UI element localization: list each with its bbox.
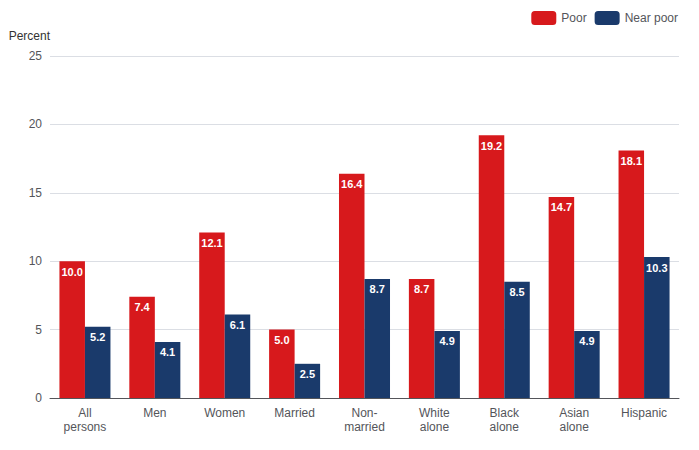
svg-text:alone: alone <box>559 420 589 434</box>
svg-text:14.7: 14.7 <box>551 201 572 213</box>
svg-text:Non-: Non- <box>351 406 377 420</box>
svg-text:Asian: Asian <box>559 406 589 420</box>
svg-text:8.5: 8.5 <box>509 286 524 298</box>
svg-text:5.2: 5.2 <box>90 331 105 343</box>
svg-text:White: White <box>419 406 450 420</box>
svg-text:6.1: 6.1 <box>230 319 245 331</box>
svg-text:alone: alone <box>420 420 450 434</box>
svg-text:Married: Married <box>274 406 315 420</box>
svg-text:8.7: 8.7 <box>414 283 429 295</box>
svg-text:Hispanic: Hispanic <box>621 406 667 420</box>
svg-text:8.7: 8.7 <box>370 283 385 295</box>
svg-text:4.1: 4.1 <box>160 346 175 358</box>
svg-text:Women: Women <box>204 406 245 420</box>
svg-text:25: 25 <box>29 49 43 63</box>
svg-text:16.4: 16.4 <box>341 178 363 190</box>
svg-text:Percent: Percent <box>9 29 51 43</box>
svg-text:Men: Men <box>143 406 166 420</box>
svg-text:5: 5 <box>35 323 42 337</box>
svg-text:10.3: 10.3 <box>646 262 667 274</box>
svg-text:2.5: 2.5 <box>300 368 315 380</box>
svg-text:persons: persons <box>64 420 107 434</box>
svg-text:0: 0 <box>35 391 42 405</box>
svg-text:10.0: 10.0 <box>61 266 82 278</box>
svg-text:7.4: 7.4 <box>134 301 150 313</box>
svg-text:Poor: Poor <box>561 11 586 25</box>
svg-text:4.9: 4.9 <box>439 335 454 347</box>
svg-text:20: 20 <box>29 117 43 131</box>
svg-text:15: 15 <box>29 186 43 200</box>
svg-text:18.1: 18.1 <box>621 155 642 167</box>
svg-text:5.0: 5.0 <box>274 334 289 346</box>
svg-text:married: married <box>344 420 385 434</box>
svg-text:19.2: 19.2 <box>481 140 502 152</box>
svg-text:4.9: 4.9 <box>579 335 594 347</box>
svg-text:10: 10 <box>29 254 43 268</box>
svg-text:Near poor: Near poor <box>625 11 678 25</box>
svg-text:alone: alone <box>490 420 520 434</box>
svg-text:Black: Black <box>490 406 520 420</box>
svg-text:12.1: 12.1 <box>201 237 222 249</box>
svg-text:All: All <box>78 406 91 420</box>
